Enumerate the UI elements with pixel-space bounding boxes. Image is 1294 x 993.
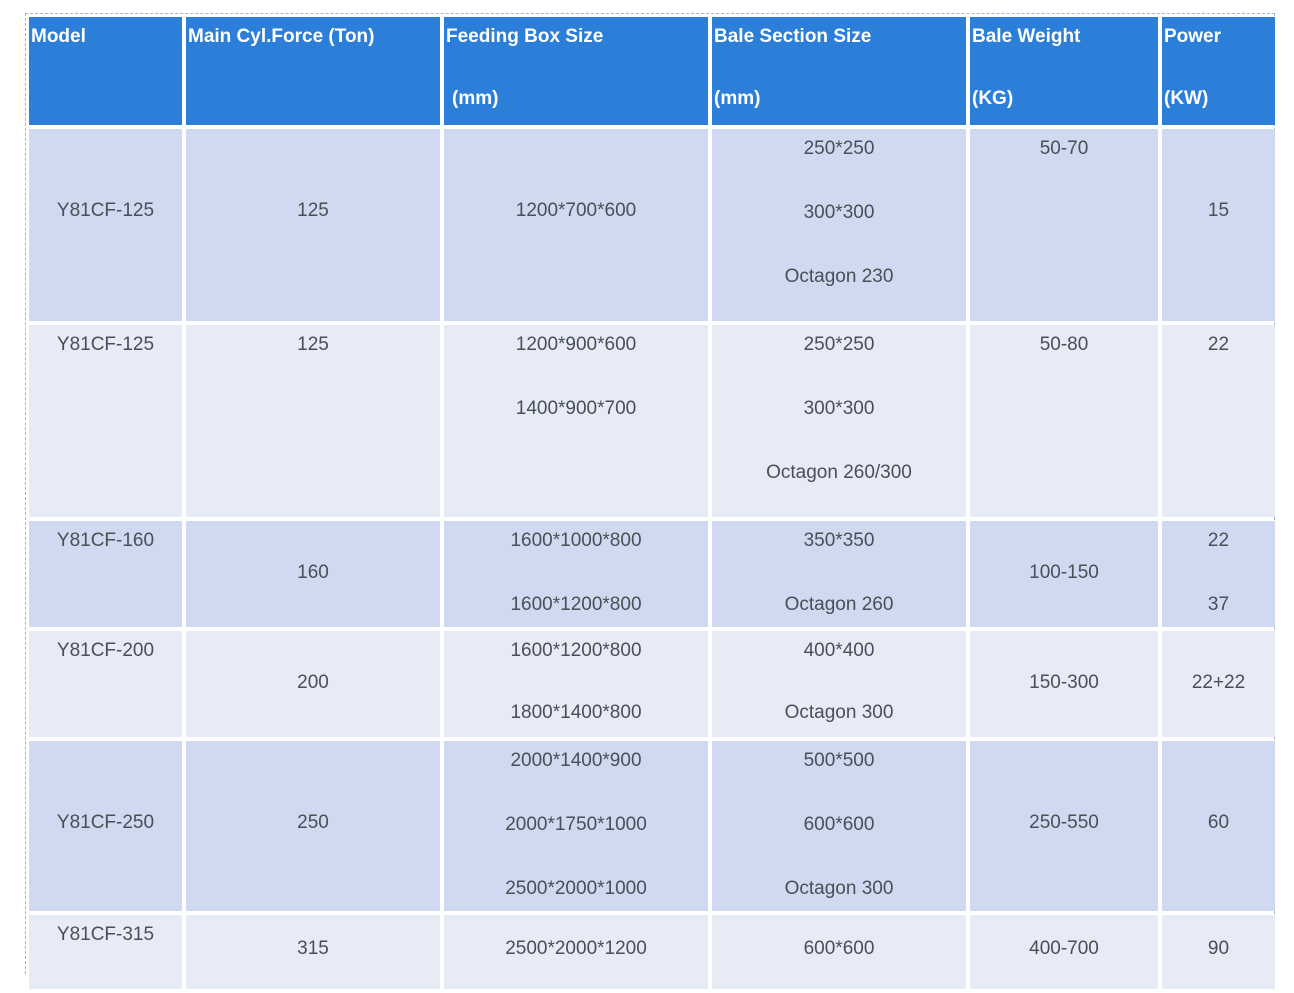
cell-power: 22: [1162, 325, 1275, 517]
cell-weight: 400-700: [970, 915, 1158, 989]
cell-weight: 150-300: [970, 631, 1158, 737]
cell-section: 250*250 300*300 Octagon 230: [712, 129, 966, 321]
cell-feeding: 2500*2000*1200: [444, 915, 708, 989]
cell-model: Y81CF-200: [29, 631, 182, 737]
cell-feeding: 1600*1200*800 1800*1400*800: [444, 631, 708, 737]
cell-power: 15: [1162, 129, 1275, 321]
header-feeding-box: Feeding Box Size (mm): [444, 17, 708, 125]
cell-model: Y81CF-160: [29, 521, 182, 627]
cell-weight: 50-70: [970, 129, 1158, 321]
cell-feeding: 1600*1000*800 1600*1200*800: [444, 521, 708, 627]
cell-power: 60: [1162, 741, 1275, 911]
cell-section: 350*350 Octagon 260: [712, 521, 966, 627]
cell-section: 250*250 300*300 Octagon 260/300: [712, 325, 966, 517]
table-row: Y81CF-160 160 1600*1000*800 1600*1200*80…: [29, 521, 1275, 627]
cell-section: 400*400 Octagon 300: [712, 631, 966, 737]
cell-power: 22+22: [1162, 631, 1275, 737]
cell-force: 160: [186, 521, 440, 627]
cell-section: 500*500 600*600 Octagon 300: [712, 741, 966, 911]
cell-model: Y81CF-315: [29, 915, 182, 989]
cell-feeding: 1200*900*600 1400*900*700: [444, 325, 708, 517]
cell-model: Y81CF-250: [29, 741, 182, 911]
cell-model: Y81CF-125: [29, 325, 182, 517]
cell-force: 315: [186, 915, 440, 989]
cell-weight: 50-80: [970, 325, 1158, 517]
cell-force: 250: [186, 741, 440, 911]
header-row: Model Main Cyl.Force (Ton) Feeding Box S…: [29, 17, 1275, 125]
header-model: Model: [29, 17, 182, 125]
header-force: Main Cyl.Force (Ton): [186, 17, 440, 125]
table-row: Y81CF-315 315 2500*2000*1200 600*600 400…: [29, 915, 1275, 989]
table-row: Y81CF-125 125 1200*900*600 1400*900*700 …: [29, 325, 1275, 517]
cell-model: Y81CF-125: [29, 129, 182, 321]
cell-power: 90: [1162, 915, 1275, 989]
cell-weight: 250-550: [970, 741, 1158, 911]
cell-feeding: 2000*1400*900 2000*1750*1000 2500*2000*1…: [444, 741, 708, 911]
header-power: Power (KW): [1162, 17, 1275, 125]
header-bale-section: Bale Section Size (mm): [712, 17, 966, 125]
cell-force: 125: [186, 325, 440, 517]
table-row: Y81CF-125 125 1200*700*600 250*250 300*3…: [29, 129, 1275, 321]
table-row: Y81CF-200 200 1600*1200*800 1800*1400*80…: [29, 631, 1275, 737]
cell-force: 125: [186, 129, 440, 321]
table-row: Y81CF-250 250 2000*1400*900 2000*1750*10…: [29, 741, 1275, 911]
cell-weight: 100-150: [970, 521, 1158, 627]
cell-power: 22 37: [1162, 521, 1275, 627]
cell-section: 600*600: [712, 915, 966, 989]
cell-force: 200: [186, 631, 440, 737]
specs-table: Model Main Cyl.Force (Ton) Feeding Box S…: [25, 13, 1279, 993]
cell-feeding: 1200*700*600: [444, 129, 708, 321]
header-bale-weight: Bale Weight (KG): [970, 17, 1158, 125]
